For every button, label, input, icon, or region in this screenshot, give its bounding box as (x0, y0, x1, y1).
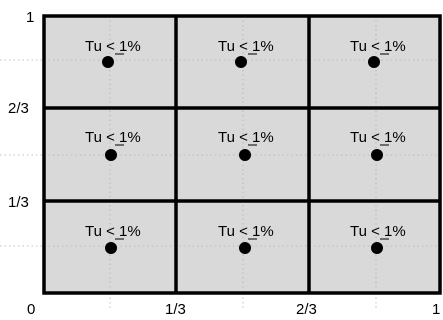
cell-r2-c0: Tu < 1% (85, 223, 141, 254)
y-tick-1: 1 (26, 9, 34, 26)
cell-label: Tu < 1% (218, 38, 274, 55)
cell-label: Tu < 1% (218, 223, 274, 240)
y-tick-1-3: 1/3 (8, 194, 29, 211)
measurement-dot (371, 149, 383, 161)
measurement-dot (235, 56, 247, 68)
y-tick-2-3: 2/3 (8, 100, 29, 117)
cell-r0-c2: Tu < 1% (350, 38, 406, 68)
measurement-dot (239, 242, 251, 254)
cell-label: Tu < 1% (218, 129, 274, 146)
x-tick-2-3: 2/3 (296, 301, 317, 318)
measurement-dot (239, 149, 251, 161)
cell-r0-c1: Tu < 1% (218, 38, 274, 68)
x-tick-0: 0 (27, 301, 35, 318)
measurement-dot (371, 242, 383, 254)
cell-label: Tu < 1% (85, 38, 141, 55)
measurement-dot (102, 56, 114, 68)
x-tick-1: 1 (432, 301, 440, 318)
measurement-dot (105, 242, 117, 254)
x-tick-1-3: 1/3 (165, 301, 186, 318)
cell-label: Tu < 1% (350, 38, 406, 55)
cell-r1-c1: Tu < 1% (218, 129, 274, 161)
cell-label: Tu < 1% (85, 223, 141, 240)
cell-label: Tu < 1% (85, 129, 141, 146)
cell-r0-c0: Tu < 1% (85, 38, 141, 68)
cell-r1-c2: Tu < 1% (350, 129, 406, 161)
grid-frame (42, 14, 442, 295)
cell-label: Tu < 1% (350, 223, 406, 240)
cell-r1-c0: Tu < 1% (85, 129, 141, 161)
cell-label: Tu < 1% (350, 129, 406, 146)
measurement-dot (105, 149, 117, 161)
measurement-dot (368, 56, 380, 68)
cell-r2-c2: Tu < 1% (350, 223, 406, 254)
cell-r2-c1: Tu < 1% (218, 223, 274, 254)
